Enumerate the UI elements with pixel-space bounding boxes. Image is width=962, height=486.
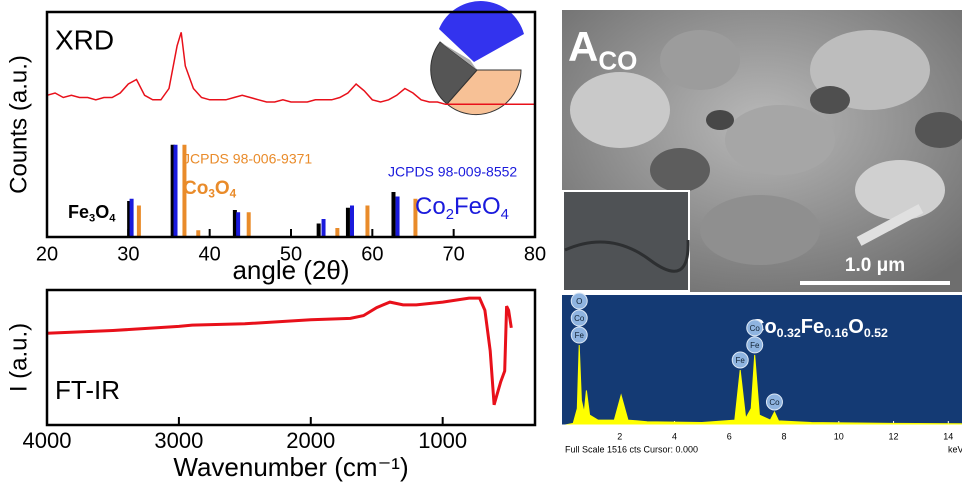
subscript: 4 <box>230 188 237 201</box>
reference-bar <box>317 224 321 238</box>
x-tick-label: 4 <box>672 431 677 441</box>
x-tick-label: 3000 <box>154 428 203 453</box>
phase-icon <box>431 1 524 115</box>
y-axis-label: I (a.u.) <box>5 323 32 392</box>
reference-bar <box>335 228 339 237</box>
x-tick-label: 30 <box>117 243 139 265</box>
formula-part: Co <box>183 178 208 199</box>
footer-note: Full Scale 1516 cts Cursor: 0.000 <box>565 444 698 454</box>
x-tick-label: 10 <box>834 431 844 441</box>
reference-bar <box>322 219 326 237</box>
reference-formula: Co3O4 <box>183 178 237 201</box>
peak-label: O <box>576 297 582 306</box>
reference-formula: Co2FeO4 <box>415 193 509 223</box>
reference-bar <box>137 206 141 238</box>
x-tick-label: 12 <box>889 431 899 441</box>
subscript: 4 <box>501 207 509 223</box>
peak-label: Co <box>769 398 780 407</box>
scale-bar-label: 1.0 μm <box>845 255 905 276</box>
subscript: 0.16 <box>824 326 848 340</box>
y-axis-label: Counts (a.u.) <box>5 55 32 194</box>
formula-part: O <box>95 202 109 222</box>
reference-bar <box>174 145 178 237</box>
chart-title: FT-IR <box>55 375 120 405</box>
formula-part: FeO <box>454 193 501 220</box>
reference-bar <box>236 212 240 237</box>
x-tick-label: 60 <box>361 243 383 265</box>
peak-label: Co <box>574 314 585 323</box>
x-tick-label: 6 <box>727 431 732 441</box>
reference-bar <box>346 208 350 237</box>
chart-title: XRD <box>55 24 114 55</box>
x-tick-label: 20 <box>36 243 58 265</box>
formula-part: Co <box>415 193 446 220</box>
peak-label: Fe <box>750 341 760 350</box>
formula-part: O <box>848 316 864 338</box>
reference-bar <box>130 199 134 237</box>
x-tick-label: 80 <box>524 243 546 265</box>
x-tick-label: 2000 <box>286 428 335 453</box>
reference-card: JCPDS 98-006-9371 <box>183 151 312 167</box>
reference-bar <box>365 206 369 238</box>
x-tick-label: 1000 <box>418 428 467 453</box>
subscript: 4 <box>109 212 116 224</box>
reference-bar <box>247 212 251 237</box>
peak-label: Fe <box>736 356 746 365</box>
x-tick-label: 70 <box>443 243 465 265</box>
reference-bar <box>350 206 354 238</box>
subscript: CO <box>598 45 637 75</box>
reference-bar <box>391 192 395 237</box>
formula-part: Fe <box>68 202 89 222</box>
formula-part: O <box>215 178 230 199</box>
peak-label: Fe <box>575 331 585 340</box>
figure: ACO 1.0 μm 20304050607080angle (2θ)Count… <box>0 0 962 486</box>
subscript: 2 <box>446 207 454 223</box>
x-axis-label: Wavenumber (cm⁻¹) <box>173 452 408 482</box>
x-tick-label: 8 <box>782 431 787 441</box>
x-tick-label: 40 <box>199 243 221 265</box>
reference-bar <box>396 197 400 238</box>
x-tick-label: 2 <box>617 431 622 441</box>
x-axis-unit: keV <box>948 444 962 454</box>
peak-label: Co <box>750 324 761 333</box>
reference-card: JCPDS 98-009-8552 <box>388 164 517 180</box>
x-tick-label: 14 <box>943 431 953 441</box>
x-tick-label: 4000 <box>23 428 72 453</box>
formula-part: Fe <box>801 316 824 338</box>
x-axis-label: angle (2θ) <box>232 255 349 285</box>
reference-formula: Fe3O4 <box>68 202 116 225</box>
plot-frame <box>47 290 535 425</box>
formula-part: A <box>568 23 598 70</box>
subscript: 0.32 <box>777 326 801 340</box>
subscript: 0.52 <box>864 326 888 340</box>
